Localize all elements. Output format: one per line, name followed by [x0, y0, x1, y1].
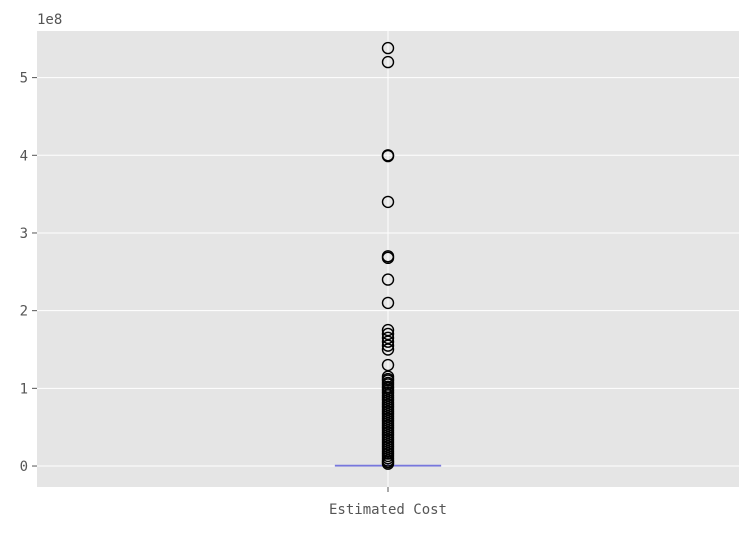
y-offset-label: 1e8 [37, 12, 62, 28]
outlier-point [381, 149, 395, 163]
y-tick-label: 0 [20, 459, 28, 475]
outlier-point [381, 195, 395, 209]
y-tick-label: 1 [20, 381, 28, 397]
outlier-point [381, 251, 395, 265]
outlier-point [381, 339, 395, 352]
y-axis: 0 1 2 3 4 5 [20, 71, 37, 475]
outlier-point [381, 335, 395, 348]
outlier-point [381, 41, 395, 55]
y-tick-label: 5 [20, 71, 28, 87]
outlier-points [381, 41, 395, 470]
y-tick-label: 3 [20, 226, 28, 242]
x-axis: Estimated Cost [329, 487, 447, 518]
outlier-point [381, 296, 395, 310]
y-tick-label: 2 [20, 304, 28, 320]
outlier-point [381, 457, 395, 470]
outlier-point [381, 343, 395, 356]
outlier-point [381, 55, 395, 69]
outlier-point [381, 273, 395, 286]
x-tick-label: Estimated Cost [329, 502, 447, 518]
y-tick-label: 4 [20, 148, 28, 164]
